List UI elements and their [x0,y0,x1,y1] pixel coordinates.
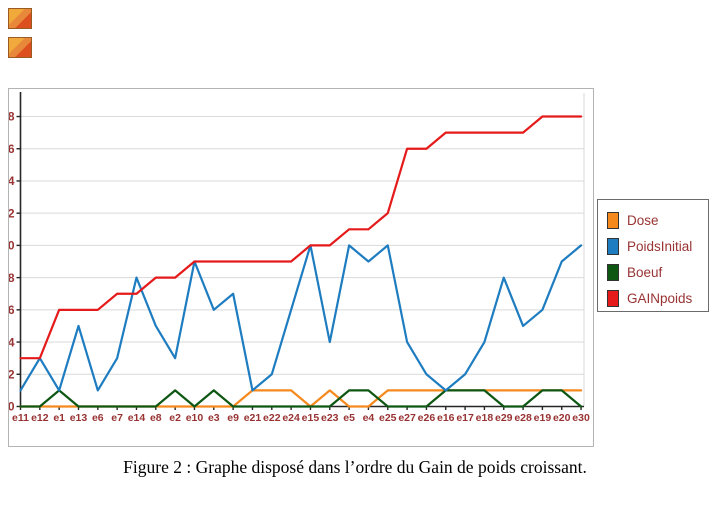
legend-swatch-poidsinitial [607,237,619,255]
svg-text:4: 4 [9,335,15,349]
legend-swatch-gainpoids [607,289,619,307]
svg-text:e16: e16 [437,412,455,424]
svg-text:e11: e11 [12,412,29,424]
svg-text:e26: e26 [418,412,436,424]
svg-text:e28: e28 [514,412,532,424]
image-placeholder-icon [8,8,32,29]
svg-text:e4: e4 [363,412,375,424]
svg-text:e12: e12 [31,412,49,424]
svg-text:e7: e7 [111,412,123,424]
legend-label: PoidsInitial [627,238,693,254]
svg-text:e24: e24 [282,412,300,424]
legend-label: Boeuf [627,264,663,280]
legend-label: GAINpoids [627,290,693,306]
svg-text:e15: e15 [302,412,320,424]
legend-item-poidsinitial: PoidsInitial [598,233,708,259]
svg-text:e10: e10 [186,412,204,424]
svg-text:e23: e23 [321,412,339,424]
svg-text:10: 10 [9,239,15,253]
svg-text:e9: e9 [227,412,239,424]
svg-text:e21: e21 [244,412,262,424]
chart-legend: Dose PoidsInitial Boeuf GAINpoids [597,199,709,312]
svg-text:e25: e25 [379,412,397,424]
svg-text:18: 18 [9,110,15,124]
svg-text:e8: e8 [150,412,162,424]
svg-text:14: 14 [9,174,15,188]
svg-text:2: 2 [9,367,15,381]
svg-text:12: 12 [9,206,15,220]
svg-text:e19: e19 [534,412,552,424]
svg-text:e27: e27 [398,412,416,424]
svg-text:0: 0 [9,400,15,414]
svg-text:e22: e22 [263,412,281,424]
image-placeholder-icon [8,37,32,58]
figure-caption: Figure 2 : Graphe disposé dans l’ordre d… [123,457,587,477]
svg-text:e18: e18 [476,412,494,424]
svg-text:6: 6 [9,303,15,317]
legend-item-boeuf: Boeuf [598,259,708,285]
svg-text:e5: e5 [343,412,355,424]
svg-text:16: 16 [9,142,15,156]
svg-text:e13: e13 [70,412,88,424]
legend-item-gainpoids: GAINpoids [598,285,708,311]
svg-text:e20: e20 [553,412,571,424]
svg-text:e3: e3 [208,412,220,424]
svg-text:e2: e2 [169,412,181,424]
svg-text:e6: e6 [92,412,104,424]
svg-text:e14: e14 [128,412,146,424]
svg-text:e29: e29 [495,412,513,424]
svg-text:e30: e30 [572,412,590,424]
svg-text:e1: e1 [53,412,65,424]
svg-text:8: 8 [9,271,15,285]
svg-text:e17: e17 [456,412,474,424]
legend-swatch-dose [607,211,619,229]
legend-swatch-boeuf [607,263,619,281]
legend-label: Dose [627,212,659,228]
legend-item-dose: Dose [598,207,708,233]
